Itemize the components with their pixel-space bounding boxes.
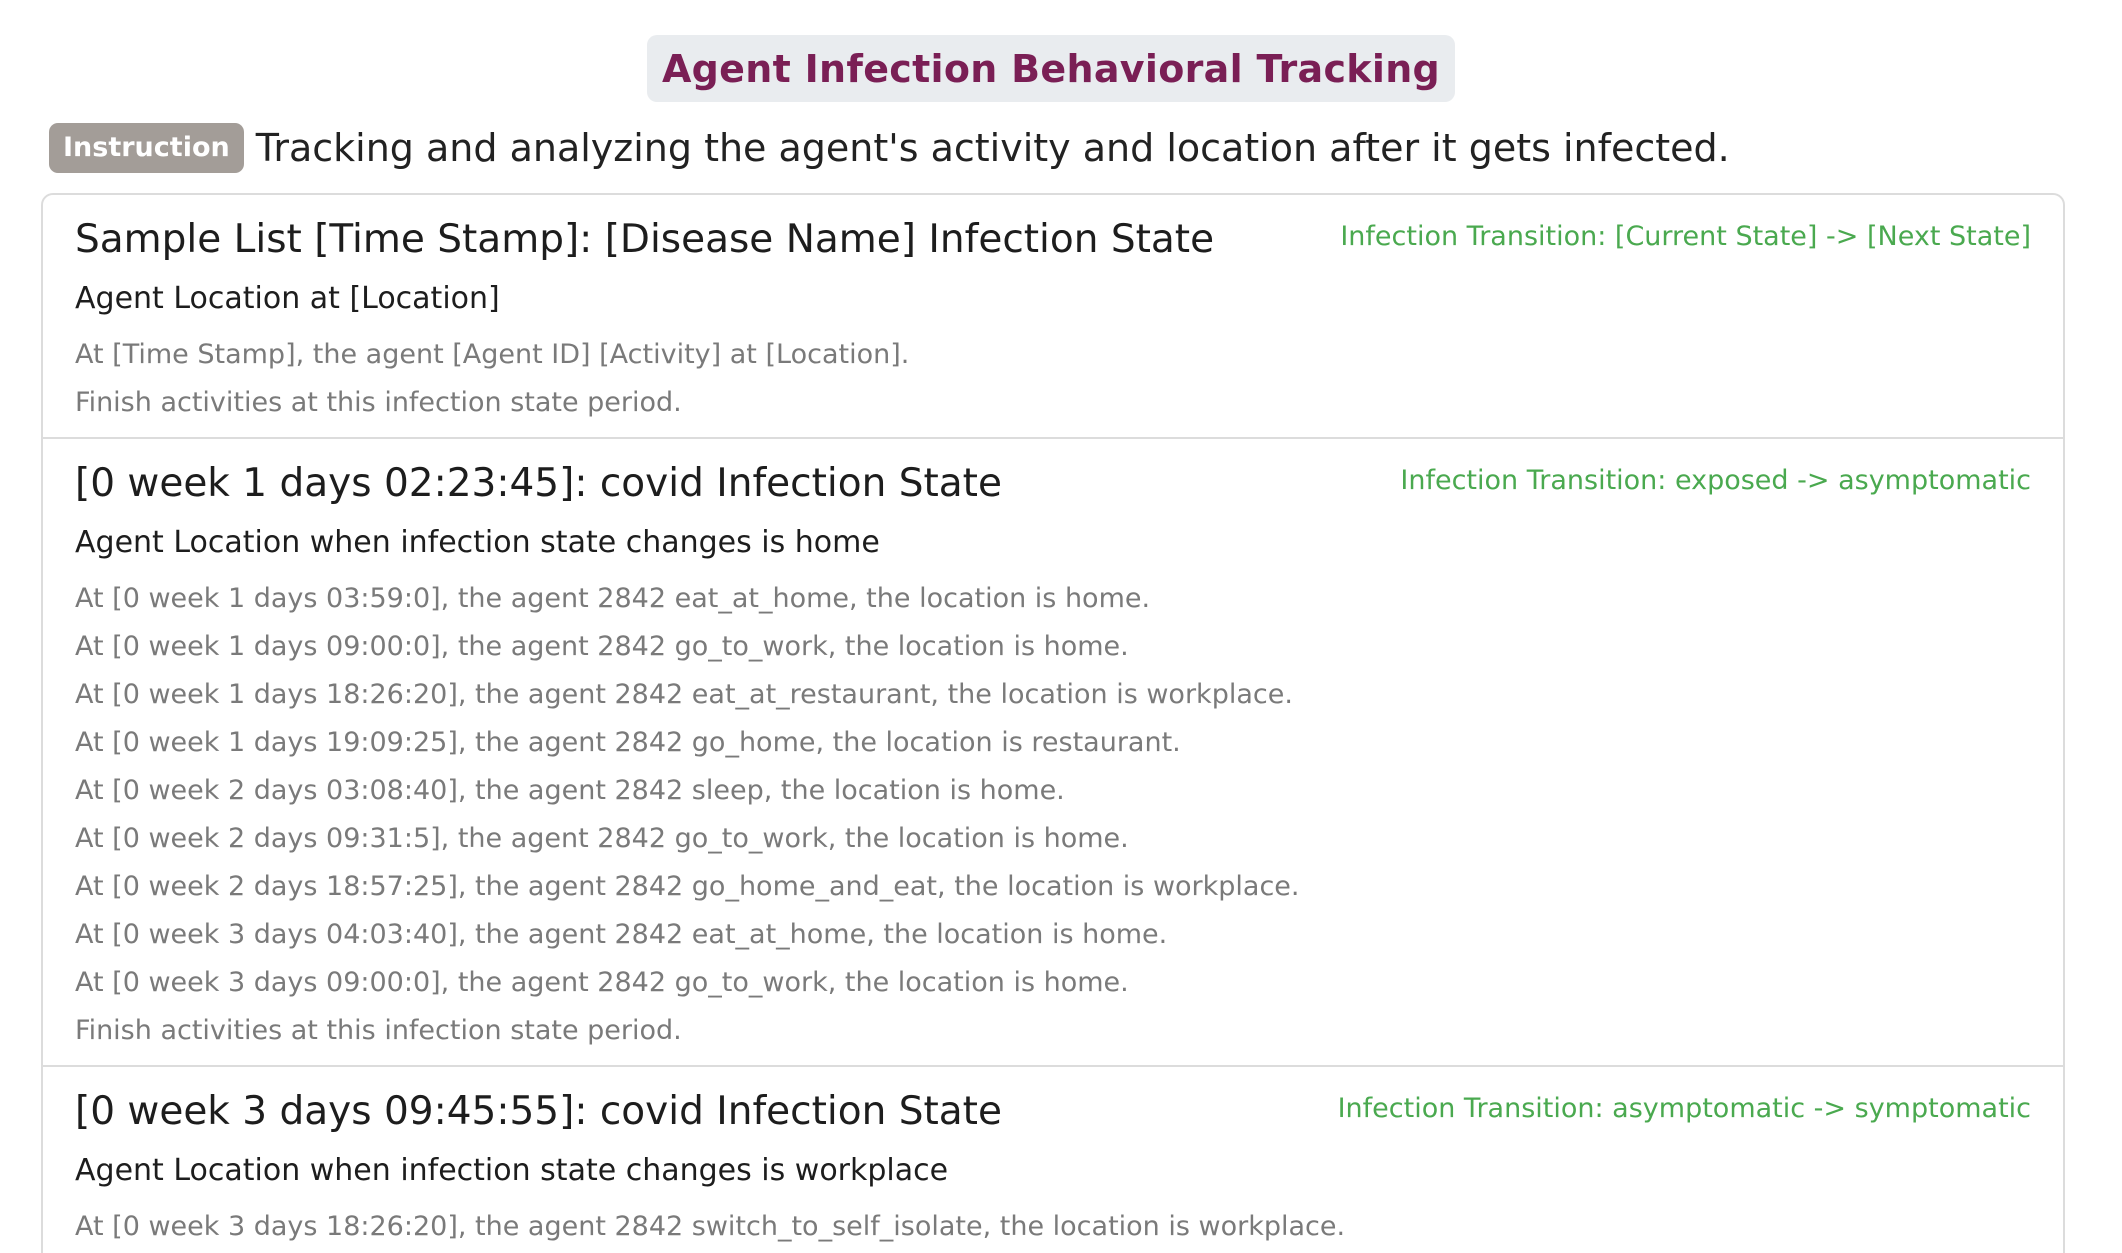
activity-line: At [0 week 2 days 09:31:5], the agent 28… (75, 823, 1129, 854)
activity-line: At [0 week 2 days 03:08:40], the agent 2… (75, 775, 1065, 806)
tracking-list[interactable]: Sample List [Time Stamp]: [Disease Name]… (41, 193, 2065, 1253)
activity-line: At [0 week 3 days 09:00:0], the agent 28… (75, 967, 1129, 998)
page-title: Agent Infection Behavioral Tracking (661, 46, 1441, 91)
instruction-row: Instruction Tracking and analyzing the a… (49, 118, 1730, 178)
instruction-badge: Instruction (49, 123, 244, 173)
activity-line: Finish activities at this infection stat… (75, 387, 682, 418)
activity-line: At [Time Stamp], the agent [Agent ID] [A… (75, 339, 910, 370)
page-title-box: Agent Infection Behavioral Tracking (647, 35, 1455, 102)
agent-location: Agent Location when infection state chan… (75, 525, 880, 560)
infection-transition: Infection Transition: asymptomatic -> sy… (1337, 1093, 2031, 1124)
instruction-text: Tracking and analyzing the agent's activ… (255, 126, 1730, 170)
section-title: [0 week 1 days 02:23:45]: covid Infectio… (75, 461, 1002, 506)
activity-line: Finish activities at this infection stat… (75, 1015, 682, 1046)
activity-line: At [0 week 3 days 18:26:20], the agent 2… (75, 1211, 1346, 1242)
activity-line: At [0 week 1 days 19:09:25], the agent 2… (75, 727, 1181, 758)
list-item-state-1: [0 week 1 days 02:23:45]: covid Infectio… (43, 439, 2063, 1067)
list-item-sample: Sample List [Time Stamp]: [Disease Name]… (43, 195, 2063, 439)
activity-line: At [0 week 1 days 18:26:20], the agent 2… (75, 679, 1293, 710)
activity-line: At [0 week 2 days 18:57:25], the agent 2… (75, 871, 1300, 902)
infection-transition: Infection Transition: exposed -> asympto… (1400, 465, 2031, 496)
activity-list: At [0 week 1 days 03:59:0], the agent 28… (75, 575, 2031, 1055)
activity-line: At [0 week 3 days 04:03:40], the agent 2… (75, 919, 1168, 950)
section-title: [0 week 3 days 09:45:55]: covid Infectio… (75, 1089, 1002, 1134)
section-title: Sample List [Time Stamp]: [Disease Name]… (75, 217, 1215, 262)
activity-list: At [Time Stamp], the agent [Agent ID] [A… (75, 331, 2031, 427)
list-item-state-2: [0 week 3 days 09:45:55]: covid Infectio… (43, 1067, 2063, 1253)
activity-list: At [0 week 3 days 18:26:20], the agent 2… (75, 1203, 2031, 1251)
activity-line: At [0 week 1 days 09:00:0], the agent 28… (75, 631, 1129, 662)
activity-line: At [0 week 1 days 03:59:0], the agent 28… (75, 583, 1151, 614)
agent-location: Agent Location at [Location] (75, 281, 500, 316)
agent-location: Agent Location when infection state chan… (75, 1153, 949, 1188)
infection-transition: Infection Transition: [Current State] ->… (1340, 221, 2031, 252)
